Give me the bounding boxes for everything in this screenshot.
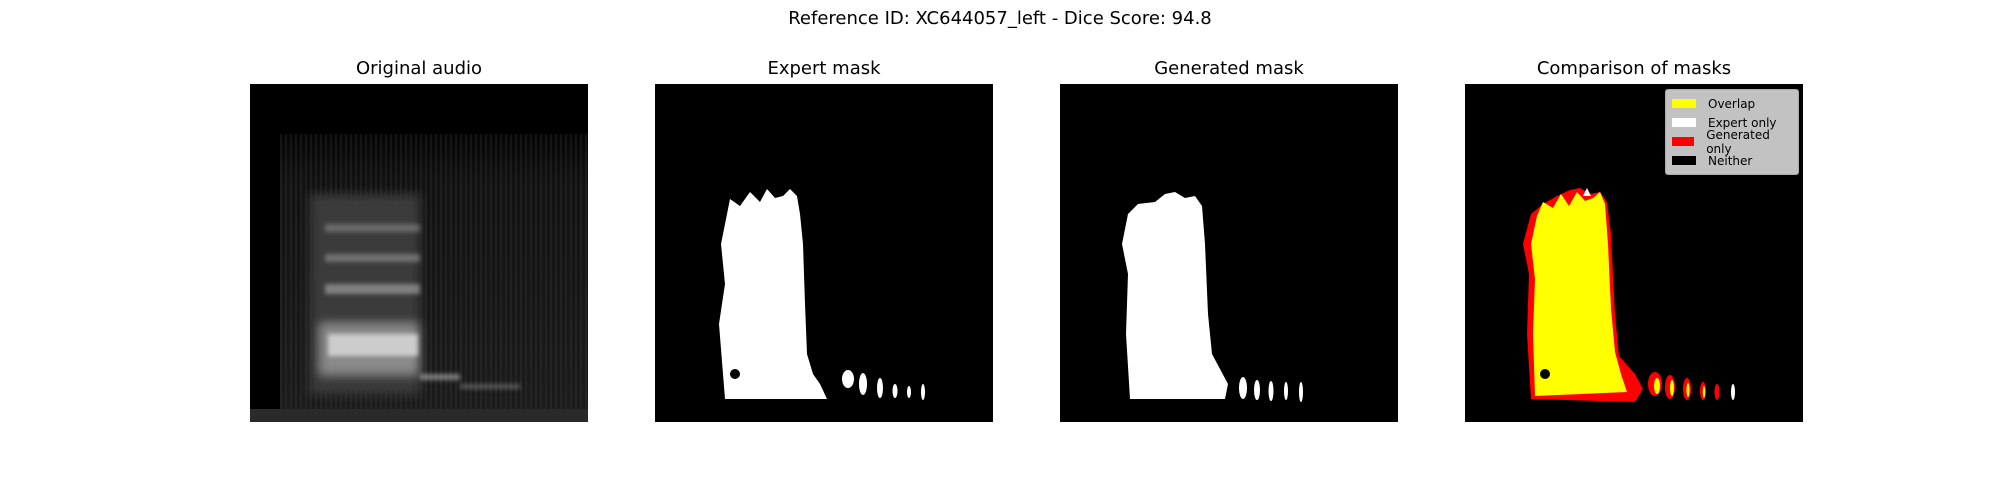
expert-mask-image (655, 84, 993, 422)
panel-title-expert-mask: Expert mask (767, 58, 881, 79)
generated-mask-region (1122, 192, 1228, 399)
overlap-region (1531, 192, 1627, 396)
spectrogram-panel (250, 84, 588, 422)
panel-title-original-audio: Original audio (355, 58, 483, 79)
legend-swatch-generated-only (1672, 137, 1695, 146)
legend-item-generated-only: Generated only (1672, 128, 1792, 156)
generated-mask-panel (1060, 84, 1398, 422)
legend-label-expert-only: Expert only (1708, 115, 1777, 130)
legend-label-neither: Neither (1708, 153, 1753, 168)
panel-title-generated-mask: Generated mask (1154, 58, 1304, 79)
legend-swatch-overlap (1672, 99, 1696, 108)
expert-mask-region (719, 189, 827, 399)
comparison-panel: Overlap Expert only Generated only Neith… (1465, 84, 1803, 422)
figure-title: Reference ID: XC644057_left - Dice Score… (788, 8, 1212, 29)
legend-item-overlap: Overlap (1672, 94, 1792, 113)
legend-swatch-expert-only (1672, 118, 1696, 127)
spectrogram-image (250, 84, 588, 422)
expert-mask-panel (655, 84, 993, 422)
generated-mask-image (1060, 84, 1398, 422)
panel-title-comparison: Comparison of masks (1536, 58, 1732, 79)
legend-label-overlap: Overlap (1708, 96, 1756, 111)
legend-label-generated-only: Generated only (1706, 127, 1770, 156)
legend-swatch-neither (1672, 156, 1696, 165)
legend-item-neither: Neither (1672, 151, 1792, 170)
legend-item-expert-only: Expert only (1672, 113, 1792, 132)
mask-legend: Overlap Expert only Generated only Neith… (1665, 89, 1799, 175)
